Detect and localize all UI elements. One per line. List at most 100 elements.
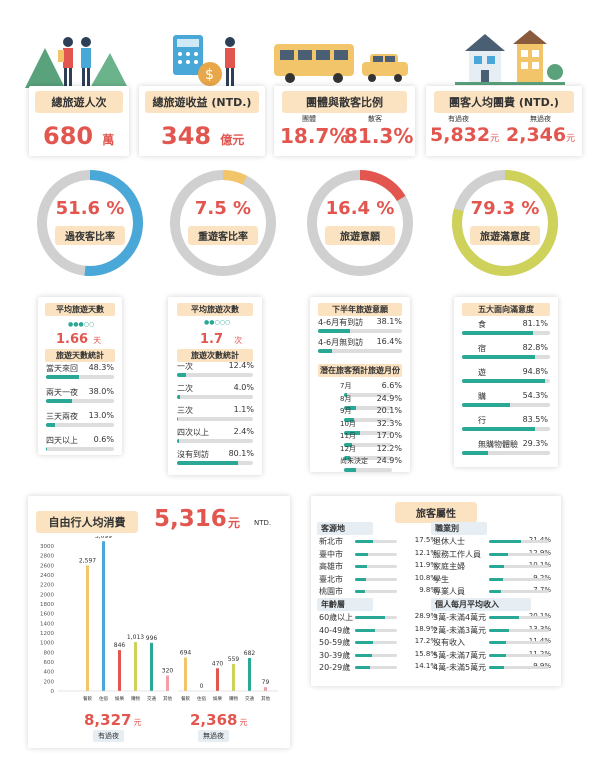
stat-bar-fill xyxy=(344,468,356,472)
stat-label: 4-6月無到訪 xyxy=(318,338,364,347)
y-tick-label: 1800 xyxy=(40,602,54,608)
avg-visits-header: 平均旅遊次數 xyxy=(177,303,253,316)
ring-graphic xyxy=(307,170,413,276)
satisfaction-card: 五大面向滿意度 食 81.1% 宿 82.8% 遊 94.8% 購 54.3% 行 83.5% 無購… xyxy=(454,297,558,467)
spending-bar-chart: 0 200 400 600 800 1000 1200 1400 1600 1800 2000 220… xyxy=(40,536,278,702)
y-tick-label: 0 xyxy=(51,689,55,695)
total-revenue-card: 總旅遊收益 (NTD.) 348 億元 xyxy=(139,86,265,156)
attr-bar xyxy=(489,641,549,644)
avg-days-header: 平均旅遊天數 xyxy=(45,303,115,316)
ring-graphic xyxy=(170,170,276,276)
ring-1: 51.6 % 過夜客比率 xyxy=(35,168,145,278)
stat-label: 9月 xyxy=(340,407,352,415)
card-title: 總旅遊人次 xyxy=(35,91,123,113)
stat-label: 兩天一夜 xyxy=(46,388,78,397)
stat-value: 32.3% xyxy=(376,418,402,428)
bar-value-label: 694 xyxy=(180,649,192,656)
stat-bar-fill xyxy=(344,393,348,397)
attr-bar-fill xyxy=(489,552,509,556)
attr-bar xyxy=(489,552,549,556)
attr-bar-fill xyxy=(489,540,522,543)
spending-unit: 元 xyxy=(228,516,241,530)
ring-percent: 7.5 % xyxy=(194,198,252,219)
individual-value: 81.3% xyxy=(344,124,414,148)
bar-value-label: 470 xyxy=(212,660,224,667)
avg-visits-unit: 次 xyxy=(234,336,243,345)
stat-bar-fill xyxy=(344,418,354,422)
attr-bar-fill xyxy=(355,590,366,593)
attr-bar-fill xyxy=(489,616,520,619)
category-label: 娛樂 xyxy=(115,695,124,702)
satisfaction-header: 五大面向滿意度 xyxy=(462,303,550,316)
group-ratio-card: 團體與散客比例 團體 散客 18.7% 81.3% xyxy=(274,86,415,156)
stat-bar-fill xyxy=(177,439,179,443)
traveler-attributes-card: 旅客屬性 客源地 新北市 17.5% 臺中市 12.1% 高雄市 11.9% 臺北市 10.8%… xyxy=(311,496,561,686)
bar-1-3 xyxy=(232,663,235,691)
stat-value: 6.6% xyxy=(381,381,402,390)
no-overnight-label: 無過夜 xyxy=(530,115,551,123)
avg-days-unit: 天 xyxy=(93,336,102,345)
stat-bar xyxy=(462,355,550,359)
category-label: 其他 xyxy=(163,695,172,702)
stat-label: 食 xyxy=(478,320,486,329)
ring-label: 旅遊意願 xyxy=(325,226,395,245)
stat-bar-fill xyxy=(318,349,332,353)
stat-bar xyxy=(344,418,392,422)
visits-stats-header: 旅遊次數統計 xyxy=(177,349,253,362)
attr-bar-fill xyxy=(489,628,509,632)
attr-bar xyxy=(489,577,549,581)
stat-bar xyxy=(344,455,392,460)
bar-value-label: 0 xyxy=(200,683,204,690)
attr-bar xyxy=(489,666,549,669)
stat-bar xyxy=(344,443,392,447)
no-overnight-fee: 2,346 xyxy=(506,124,567,146)
attr-group-header: 職業別 xyxy=(431,522,487,535)
group-fee-card: 團客人均團費 (NTD.) 有過夜 無過夜 5,832元 2,346元 xyxy=(426,86,582,156)
total-trips-unit: 萬 xyxy=(102,133,115,147)
attr-label: 40-49歲 xyxy=(319,625,351,635)
ring-track xyxy=(170,170,276,276)
attr-label: 沒有收入 xyxy=(433,638,465,647)
group-value: 18.7% xyxy=(280,124,350,148)
stat-value: 20.1% xyxy=(376,406,402,415)
stat-label: 尚未決定 xyxy=(340,457,368,465)
stat-value: 94.8% xyxy=(522,367,548,376)
bar-0-1 xyxy=(102,541,105,691)
stat-bar xyxy=(462,451,550,455)
attr-bar-fill xyxy=(355,666,370,669)
attr-label: 臺北市 xyxy=(319,574,343,584)
ring-fill xyxy=(452,170,558,276)
y-tick-label: 2800 xyxy=(40,554,54,560)
no-overnight-total-unit: 元 xyxy=(239,718,248,727)
attr-bar-fill xyxy=(489,653,506,657)
category-label: 住宿 xyxy=(197,695,206,702)
y-tick-label: 2000 xyxy=(40,592,54,598)
stat-label: 12月 xyxy=(340,444,356,453)
attr-bar xyxy=(355,590,397,593)
stat-label: 4-6月有到訪 xyxy=(318,318,364,327)
stat-value: 16.4% xyxy=(376,337,402,346)
y-tick-label: 600 xyxy=(44,660,55,666)
spending-card: 自由行人均消費 5,316 元 NTD. 0 200 400 600 800 1000 12… xyxy=(28,496,290,748)
stat-bar xyxy=(46,399,114,403)
ring-2: 7.5 % 重遊客比率 xyxy=(168,168,278,278)
stat-bar-fill xyxy=(344,430,360,435)
stat-label: 三次 xyxy=(177,406,193,415)
stat-bar-fill xyxy=(46,375,79,379)
y-tick-label: 2200 xyxy=(40,583,54,589)
attr-bar xyxy=(355,628,397,632)
stat-label: 行 xyxy=(478,416,486,425)
bus-car-illustration xyxy=(274,44,408,83)
houses-illustration xyxy=(455,30,565,85)
bar-value-label: 79 xyxy=(262,679,270,686)
bar-value-label: 996 xyxy=(146,635,158,642)
attr-bar xyxy=(355,552,397,556)
attr-bar xyxy=(355,565,397,568)
ring-fill xyxy=(307,170,413,276)
stat-label: 10月 xyxy=(340,419,356,428)
stat-label: 四天以上 xyxy=(46,436,78,445)
stat-value: 4.0% xyxy=(233,383,254,392)
overnight-fee-unit: 元 xyxy=(490,134,500,144)
stat-bar-fill xyxy=(462,403,510,407)
attr-bar-fill xyxy=(355,653,372,657)
